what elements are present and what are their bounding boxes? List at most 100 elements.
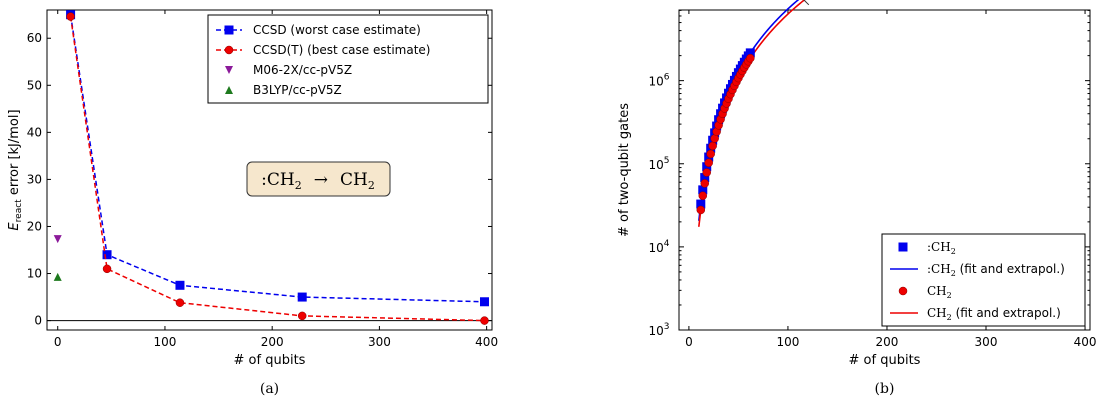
panel-a-y-tick-label: 20 xyxy=(27,219,42,233)
panel-b-legend-sub: 2 xyxy=(951,247,956,256)
panel-a-legend: CCSD (worst case estimate) CCSD(T) (best … xyxy=(207,14,489,104)
panel-b-legend-label: CH xyxy=(927,284,947,298)
annotation-right-sub: 2 xyxy=(368,179,375,192)
panel-b-y-tick-exp: 5 xyxy=(664,156,670,166)
annotation-arrow: → xyxy=(314,170,328,190)
panel-b-plot-area xyxy=(678,9,1091,331)
panel-a-y-label: Ereact error [kJ/mol] xyxy=(7,109,24,230)
panel-a-x-tick-label: 200 xyxy=(261,335,284,349)
panel-b-singlet-point xyxy=(704,158,713,168)
panel-b-x-tick-label: 400 xyxy=(1074,335,1097,349)
annotation-right: CH xyxy=(340,170,368,190)
panel-b-y-tick-label: 103 xyxy=(648,322,669,338)
panel-b-y-tick-label: 105 xyxy=(648,156,669,172)
panel-b-y-tick-base: 10 xyxy=(648,75,663,89)
panel-a-legend-entry: CCSD (worst case estimate) xyxy=(253,23,421,37)
panel-b-y-tick-label: 106 xyxy=(648,73,669,89)
panel-a-data-point xyxy=(102,250,112,260)
panel-b-singlet-point xyxy=(700,179,709,188)
panel-a-x-tick-label: 0 xyxy=(54,335,62,349)
panel-a-x-tick-label: 100 xyxy=(153,335,176,349)
panel-b-singlet-point xyxy=(746,53,755,63)
panel-b-x-tick-label: 200 xyxy=(876,335,899,349)
panel-a-legend-marker xyxy=(225,86,233,94)
panel-a-y-tick-label: 30 xyxy=(27,172,42,186)
panel-a-y-tick-label: 10 xyxy=(27,267,42,281)
panel-a-x-tick-label: 400 xyxy=(475,335,498,349)
panel-a-y-label-sub: react xyxy=(14,199,24,223)
panel-b-legend-entry: CH2 (fit and extrapol.) xyxy=(927,306,1061,322)
annotation-text: :CH2 → CH2 xyxy=(261,170,375,192)
panel-b-singlet-point xyxy=(696,205,706,215)
panel-a-legend-entry: M06-2X/cc-pV5Z xyxy=(253,63,352,77)
panel-b-legend-box xyxy=(881,233,1086,327)
panel-a-ticks: 0 100 200 300 400 0 10 20 30 40 50 60 xyxy=(27,10,498,349)
panel-a-legend-entry: B3LYP/cc-pV5Z xyxy=(253,83,342,97)
panel-b-label: (b) xyxy=(875,381,895,397)
panel-a-x-label: # of qubits xyxy=(234,353,306,368)
panel-b-y-tick-exp: 4 xyxy=(664,239,670,249)
panel-a-x-tick-label: 300 xyxy=(368,335,391,349)
panel-b-y-tick-base: 10 xyxy=(648,241,663,255)
annotation-box xyxy=(246,161,391,197)
panel-a: 0 100 200 300 400 0 10 20 30 40 50 60 # of qubits E… xyxy=(7,9,498,397)
panel-b-series xyxy=(696,0,810,227)
panel-a-label: (a) xyxy=(260,381,279,397)
panel-a-data-point xyxy=(480,316,489,325)
panel-b-crossover-mark xyxy=(803,0,810,6)
panel-a-data-point xyxy=(297,311,307,321)
panel-b-legend-sub: 2 xyxy=(951,269,956,278)
panel-b-y-tick-base: 10 xyxy=(648,158,663,172)
panel-a-legend-marker xyxy=(224,25,234,35)
panel-a-legend-entry: CCSD(T) (best case estimate) xyxy=(253,43,430,57)
panel-b-x-label: # of qubits xyxy=(849,353,921,368)
panel-b-legend-label: :CH xyxy=(927,262,951,276)
panel-a-data-point xyxy=(175,280,185,290)
panel-a-y-tick-label: 60 xyxy=(27,31,42,45)
annotation-left-sub: 2 xyxy=(295,179,302,192)
panel-a-data-point xyxy=(53,235,62,244)
panel-a-data-point xyxy=(53,272,62,281)
panel-a-y-label-main: E xyxy=(7,222,22,231)
panel-b-singlet-point xyxy=(702,168,711,177)
panel-b-singlet-fit-line xyxy=(698,0,806,227)
panel-a-y-tick-label: 40 xyxy=(27,125,42,139)
panel-b-x-tick-label: 300 xyxy=(975,335,998,349)
panel-b-x-tick-label: 0 xyxy=(685,335,693,349)
panel-b-legend-entry: :CH2 xyxy=(927,240,956,256)
panel-b-y-label: # of two-qubit gates xyxy=(617,103,632,237)
panel-b-y-tick-base: 10 xyxy=(648,324,663,338)
panel-a-y-tick-label: 0 xyxy=(34,314,42,328)
panel-b-legend-label: CH xyxy=(927,306,947,320)
panel-b-x-tick-label: 100 xyxy=(776,335,799,349)
panel-a-y-tick-label: 50 xyxy=(27,78,42,92)
panel-b-triplet-fit-line xyxy=(698,0,800,221)
panel-b-singlet-point xyxy=(698,191,708,200)
panel-b-legend-entry: CH2 xyxy=(927,284,952,300)
panel-b-legend-sub: 2 xyxy=(947,291,952,300)
panel-b-legend-suffix: (fit and extrapol.) xyxy=(952,306,1061,320)
panel-b-y-tick-exp: 3 xyxy=(664,322,670,332)
panel-a-legend-marker xyxy=(224,45,234,55)
panel-a-data-point xyxy=(102,264,112,274)
panel-a-reaction-annotation: :CH2 → CH2 xyxy=(246,161,391,197)
panel-b-y-tick-label: 104 xyxy=(648,239,669,255)
annotation-left: :CH xyxy=(261,170,295,190)
panel-b-legend-suffix: (fit and extrapol.) xyxy=(956,262,1065,276)
panel-a-plot-area xyxy=(46,9,493,331)
panel-a-data-point xyxy=(175,298,185,307)
panel-b-singlet-point xyxy=(706,149,715,159)
panel-a-data-point xyxy=(479,297,489,307)
panel-b-y-tick-exp: 6 xyxy=(664,73,670,83)
panel-b-legend-label: :CH xyxy=(927,240,951,254)
panel-b-legend-sub: 2 xyxy=(947,313,952,322)
panel-a-series xyxy=(53,10,489,325)
panel-b-legend-entry: :CH2 (fit and extrapol.) xyxy=(927,262,1065,278)
panel-b-singlet-point xyxy=(708,141,717,151)
panel-b-legend-marker xyxy=(898,286,908,296)
panel-a-data-point xyxy=(66,12,75,21)
